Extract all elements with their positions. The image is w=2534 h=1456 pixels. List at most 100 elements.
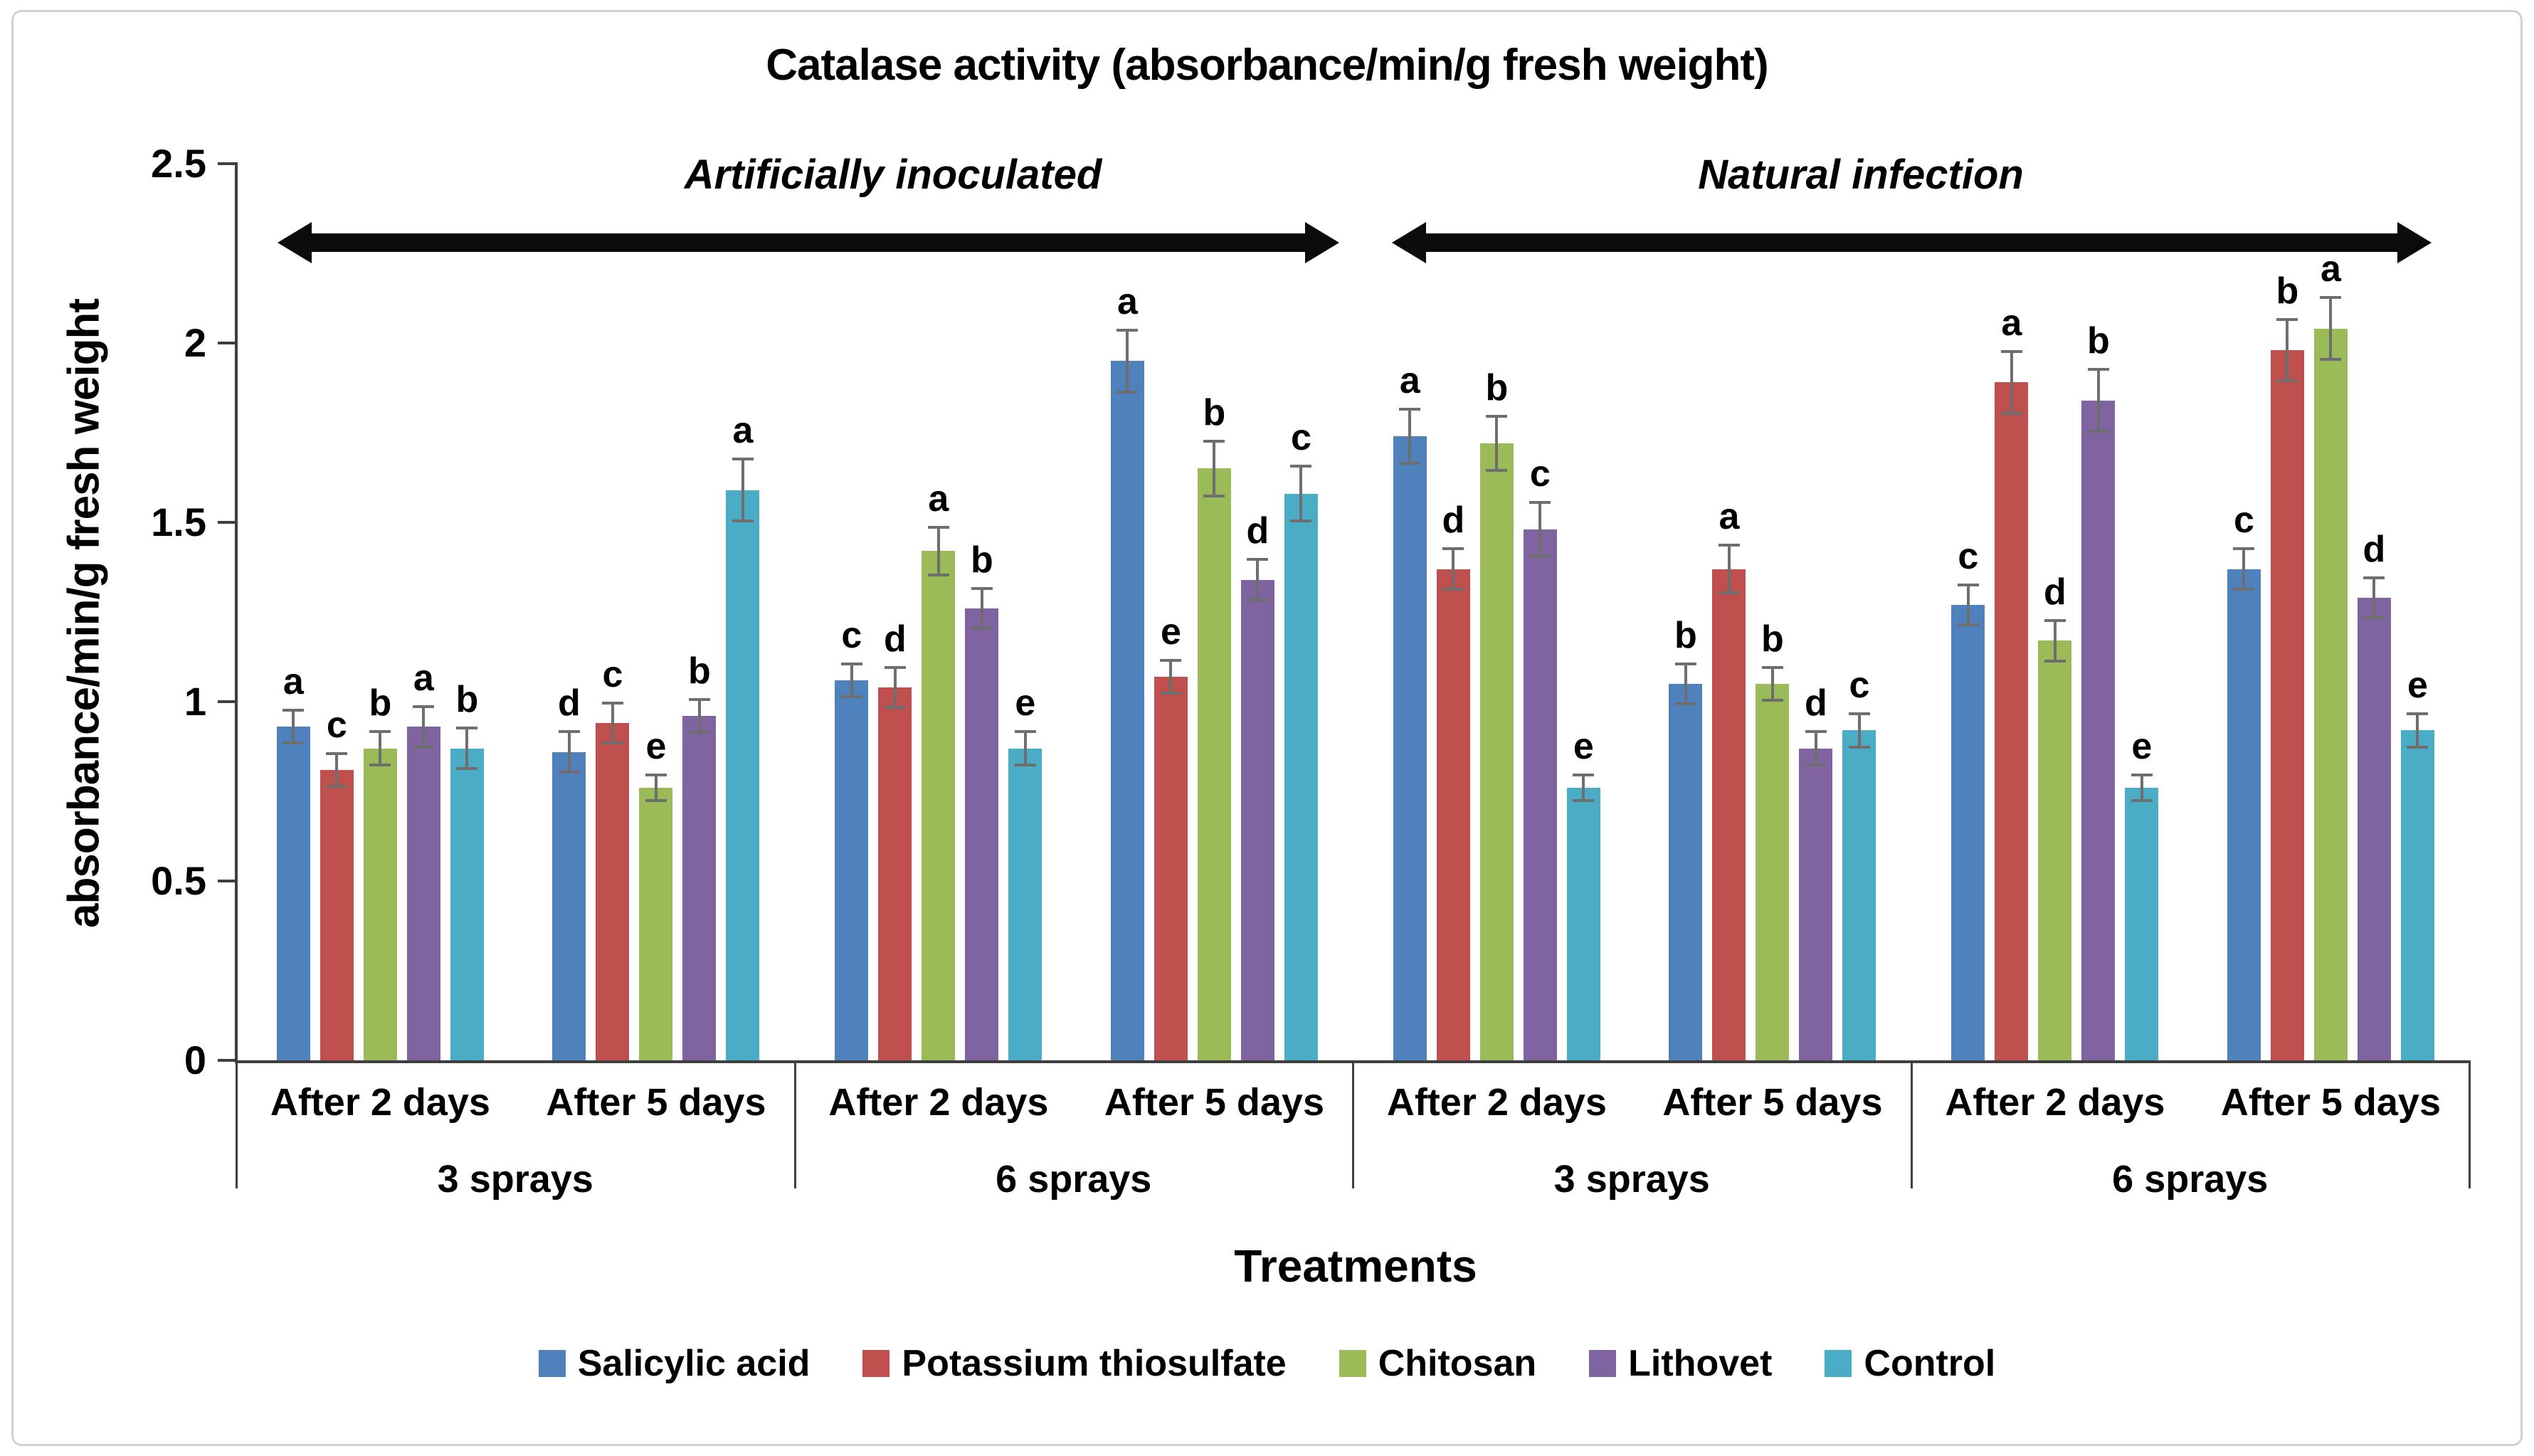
error-bar: [1718, 544, 1740, 594]
x-axis-title: Treatments: [1234, 1240, 1477, 1292]
bar-lithovet: [1240, 579, 1274, 1060]
significance-letter: a: [1116, 280, 1138, 322]
y-tick-label: 0: [184, 1038, 206, 1082]
legend-swatch-icon: [1825, 1350, 1852, 1377]
y-axis-line: [235, 162, 238, 1063]
bar-salicylic-acid: [1393, 436, 1427, 1060]
error-bar-line: [1684, 665, 1687, 703]
error-bar: [1486, 414, 1508, 473]
error-bar: [1290, 465, 1312, 522]
bar-salicylic-acid: [1669, 683, 1703, 1060]
category-label-time: After 2 days: [828, 1081, 1049, 1124]
natural-infection-arrow: [1425, 233, 2397, 252]
category-divider: [1352, 1060, 1354, 1188]
significance-letter: b: [2276, 270, 2299, 312]
arrow-right-head-icon: [1305, 222, 1339, 263]
error-bar: [840, 662, 862, 698]
y-tick-label: 0.5: [151, 858, 206, 903]
section-label-natural-infection: Natural infection: [1698, 152, 2024, 198]
legend-label: Salicylic acid: [577, 1343, 811, 1384]
error-bar-line: [465, 729, 469, 767]
error-bar: [1203, 440, 1225, 497]
significance-letter: c: [1529, 453, 1551, 495]
section-label-artificially-inoculated: Artificially inoculated: [684, 152, 1102, 198]
error-bar: [558, 730, 580, 774]
y-tick-mark: [218, 162, 236, 165]
error-bar: [1848, 712, 1870, 749]
error-bar-line: [1452, 550, 1455, 588]
significance-letter: a: [2320, 248, 2341, 290]
error-bar-line: [2096, 371, 2100, 430]
bar-control: [1284, 493, 1318, 1060]
error-bar-line: [2416, 715, 2419, 746]
category-divider: [1910, 1060, 1913, 1188]
bar-chitosan: [639, 787, 673, 1060]
bar-lithovet: [965, 608, 999, 1060]
bar-salicylic-acid: [2227, 569, 2261, 1060]
significance-letter: e: [1160, 611, 1181, 653]
legend-swatch-icon: [1339, 1350, 1366, 1377]
legend-item-control: Control: [1825, 1342, 1995, 1385]
error-bar: [369, 730, 391, 766]
bar-potassium-thiosulfate: [1154, 676, 1188, 1060]
legend-swatch-icon: [862, 1350, 890, 1377]
bar-control: [1566, 787, 1600, 1060]
bar-potassium-thiosulfate: [1995, 382, 2029, 1060]
error-bar: [1160, 658, 1182, 695]
legend-label: Potassium thiosulfate: [902, 1343, 1287, 1384]
error-bar-line: [1213, 443, 1216, 495]
bar-salicylic-acid: [835, 680, 869, 1060]
significance-letter: c: [2233, 500, 2254, 542]
error-bar-line: [2286, 320, 2289, 380]
category-label-time: After 2 days: [270, 1081, 490, 1124]
bar-chitosan: [1479, 443, 1514, 1060]
bar-salicylic-acid: [1951, 604, 1985, 1060]
error-bar: [1805, 730, 1827, 766]
bar-salicylic-acid: [276, 727, 310, 1060]
y-tick-mark: [218, 342, 236, 344]
significance-letter: c: [841, 614, 862, 656]
error-bar: [2276, 317, 2298, 383]
bar-lithovet: [2357, 597, 2391, 1060]
bar-control: [1008, 748, 1042, 1060]
error-bar-line: [2053, 622, 2057, 660]
bar-salicylic-acid: [552, 751, 586, 1060]
category-label-time: After 5 days: [546, 1081, 766, 1124]
chart-title: Catalase activity (absorbance/min/g fres…: [766, 41, 1768, 90]
category-label-sprays: 6 sprays: [2112, 1158, 2269, 1201]
category-label-time: After 2 days: [1386, 1081, 1607, 1124]
error-bar: [601, 702, 623, 745]
bar-control: [450, 748, 484, 1060]
error-bar-line: [422, 708, 426, 746]
y-tick-mark: [218, 700, 236, 703]
category-label-time: After 5 days: [1662, 1081, 1883, 1124]
error-bar-line: [2242, 550, 2246, 588]
y-tick-mark: [218, 880, 236, 882]
error-bar: [1399, 407, 1421, 465]
error-bar: [2363, 576, 2385, 620]
bar-potassium-thiosulfate: [2270, 350, 2304, 1060]
error-bar-line: [1538, 503, 1542, 556]
bar-chitosan: [2038, 640, 2072, 1060]
significance-letter: d: [2044, 571, 2066, 613]
bar-chitosan: [1756, 683, 1790, 1060]
legend-swatch-icon: [538, 1350, 566, 1377]
significance-letter: e: [645, 725, 667, 767]
error-bar-line: [1727, 547, 1731, 591]
significance-letter: a: [283, 661, 304, 703]
significance-letter: d: [558, 682, 581, 724]
category-label-time: After 5 days: [2220, 1081, 2441, 1124]
bar-salicylic-acid: [1110, 361, 1144, 1060]
error-bar: [1442, 547, 1464, 591]
significance-letter: a: [1399, 359, 1420, 401]
error-bar-line: [936, 529, 940, 574]
bar-control: [2400, 730, 2434, 1060]
significance-letter: b: [1674, 614, 1697, 656]
y-tick-label: 2: [184, 320, 206, 365]
error-bar-line: [697, 700, 701, 732]
significance-letter: c: [602, 654, 623, 695]
error-bar-line: [1582, 776, 1585, 800]
error-bar: [884, 665, 906, 709]
error-bar: [326, 751, 348, 788]
error-bar-line: [1023, 733, 1027, 764]
